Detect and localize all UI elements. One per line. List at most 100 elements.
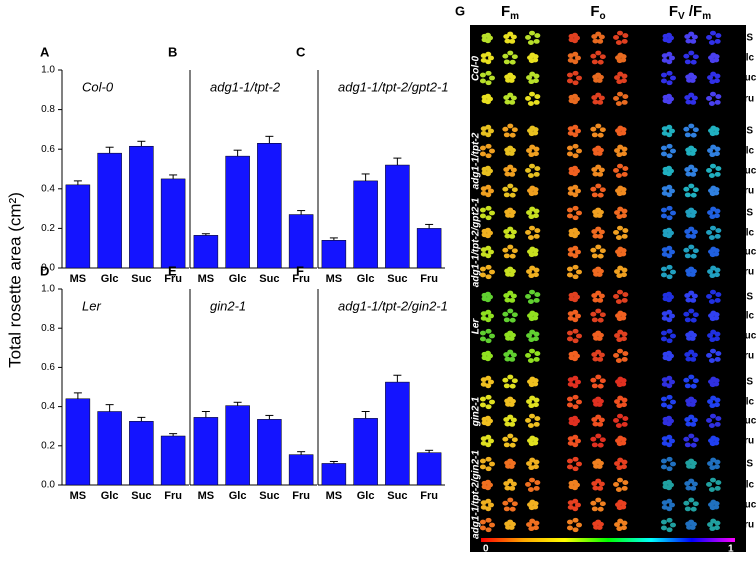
plant-leaf [614,210,621,215]
plant-leaf [660,402,667,408]
plant-leaf [568,420,575,426]
header-part: F [590,3,599,20]
plant-leaf [572,80,579,86]
plant-leaf [615,487,622,492]
plant-leaf [620,57,627,63]
plant-leaf [684,383,691,389]
plant-leaf [661,251,668,257]
plant-leaf [509,253,516,259]
plant-leaf [488,313,494,319]
plant-leaf [670,333,676,339]
plant-leaf [590,500,597,506]
plant-leaf [507,31,514,37]
plant-leaf [666,153,673,159]
plant-leaf [507,50,514,56]
plant-leaf [479,402,486,408]
plant-leaf [708,299,715,304]
plant-leaf [620,381,627,387]
column-header: Fm [501,3,519,22]
plant-leaf [488,249,494,255]
column-header: FV /Fm [669,3,711,22]
plant-leaf [485,338,492,344]
plant-leaf [613,353,620,358]
plant-leaf [708,40,715,45]
y-tick-label: 0.0 [41,480,55,491]
plant-leaf [485,375,492,381]
plant-leaf [566,396,573,402]
plant-leaf [532,213,539,219]
plant-leaf [622,480,629,485]
plant-leaf [529,348,536,354]
group-label: Ler [471,318,482,335]
plant-leaf [511,437,518,443]
plant-leaf [615,358,622,363]
plant-leaf [592,421,599,427]
plant-leaf [568,296,575,302]
plant-leaf [613,168,620,173]
plant-leaf [507,164,514,170]
plant-leaf [692,248,699,254]
plant-leaf [568,170,575,176]
bar [416,228,442,269]
plant-leaf [713,501,720,506]
plant-leaf [666,328,673,334]
plant-leaf [708,487,715,492]
plant-leaf [620,78,627,84]
plant-leaf [566,458,573,464]
plant-leaf [614,269,621,274]
row-label: MS [738,208,753,219]
plant-leaf [621,520,628,526]
plant-leaf [666,456,673,462]
plant-leaf [484,350,491,356]
panel-letter: D [40,263,49,278]
plant-leaf [480,381,487,387]
row-label: Suc [738,73,756,84]
plant-leaf [566,330,573,336]
plant-leaf [526,269,533,274]
plant-leaf [714,38,721,44]
plant-leaf [533,146,540,152]
plant-leaf [572,184,579,190]
plant-leaf [595,290,602,296]
plant-leaf [503,506,510,512]
plant-leaf [617,289,624,295]
plant-leaf [479,396,486,402]
plant-leaf [590,53,597,59]
plant-leaf [684,442,691,448]
plant-leaf [665,350,672,356]
y-tick-label: 0.4 [41,183,55,194]
plant-leaf [481,296,488,302]
plant-leaf [568,37,575,43]
plant-leaf [706,230,713,235]
bar [321,240,347,269]
image-panel [470,25,746,552]
plant-leaf [509,171,516,177]
plant-leaf [688,497,695,503]
y-tick-label: 0.6 [41,144,55,155]
plant-leaf [504,421,511,427]
plant-leaf [595,92,602,98]
plant-leaf [713,190,720,196]
plant-leaf [572,434,579,440]
plant-leaf [666,466,673,472]
plant-leaf [532,272,539,278]
plant-leaf [670,148,676,154]
bar [257,143,282,269]
plant-leaf [688,123,695,129]
plant-leaf [661,130,668,136]
bar [321,463,347,486]
row-label: Fru [738,267,754,278]
plant-leaf [485,124,492,130]
plant-leaf [507,414,514,420]
plant-leaf [485,328,492,334]
plant-leaf [533,208,540,214]
plant-leaf [533,421,540,427]
plant-leaf [595,50,602,56]
row-label: Glc [738,146,755,157]
plant-leaf [666,143,673,149]
header-part: m [702,11,711,22]
plant-leaf [599,54,606,60]
plant-leaf [690,383,697,389]
plant-leaf [621,356,628,362]
plant-leaf [591,442,598,448]
